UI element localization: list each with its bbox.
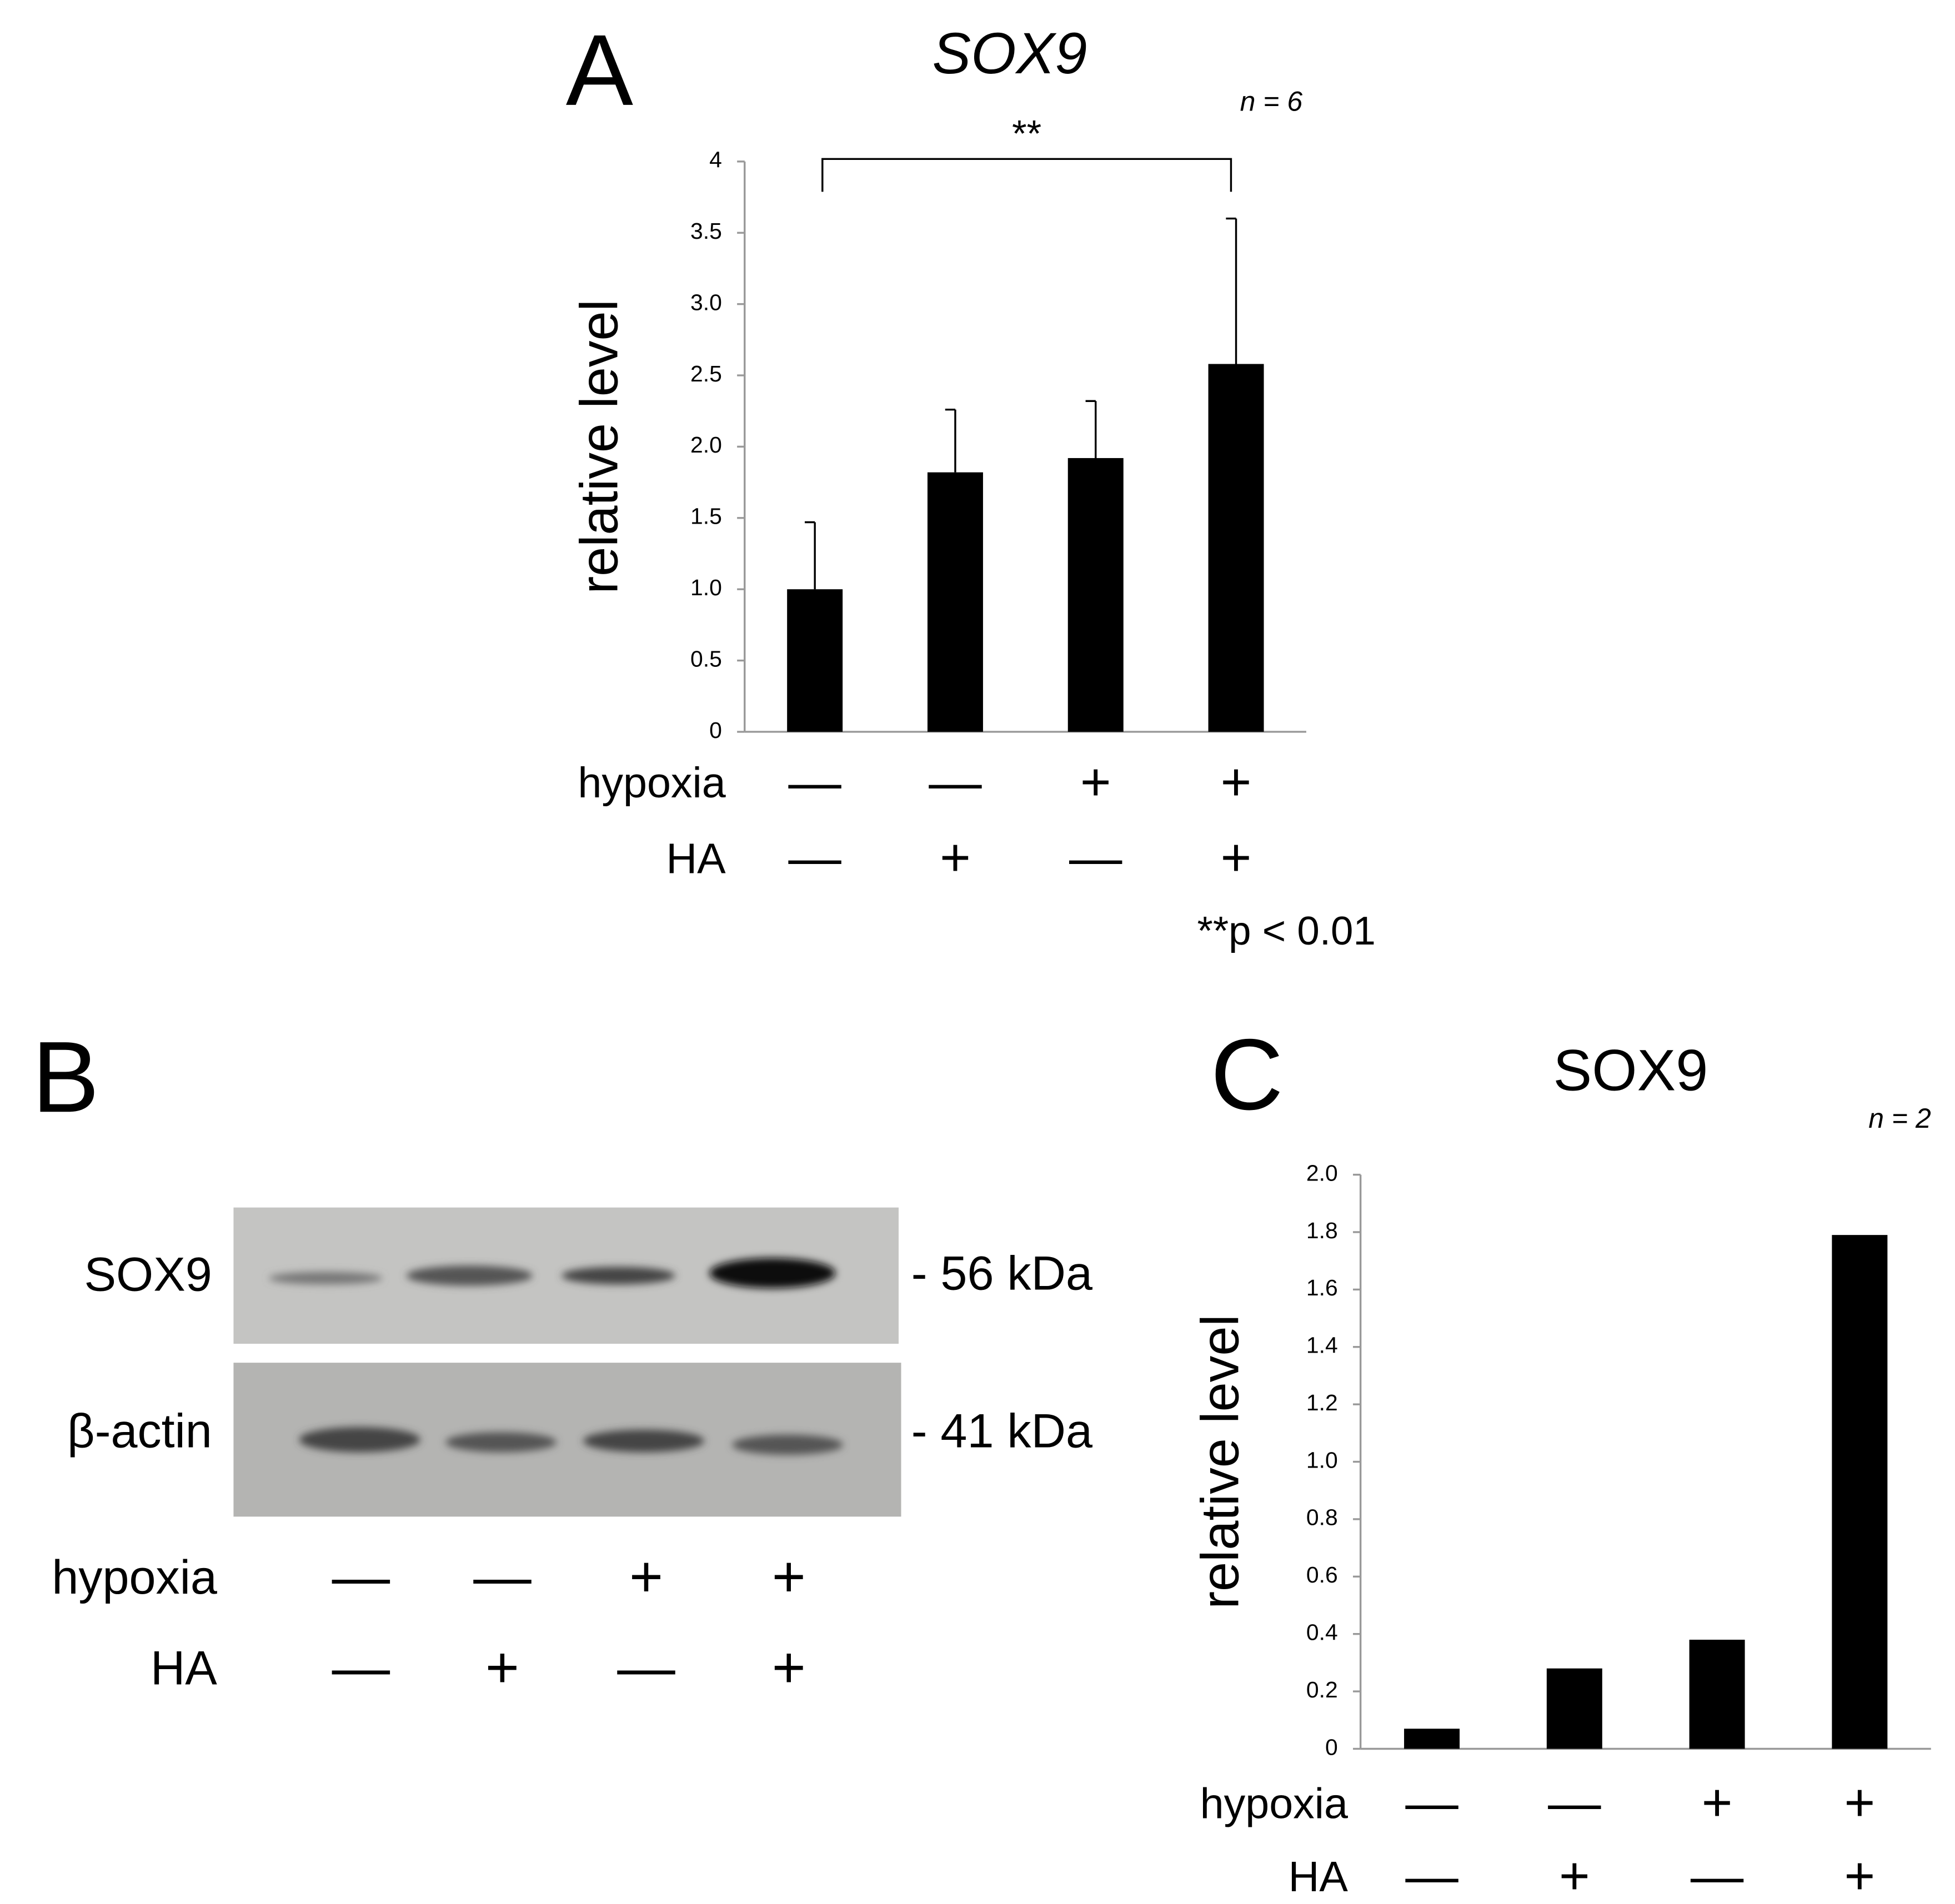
y-tick-label: 0.4 — [1306, 1620, 1338, 1645]
y-tick-label: 0.6 — [1306, 1562, 1338, 1587]
band — [732, 1434, 843, 1455]
y-tick-label: 0.8 — [1306, 1505, 1338, 1530]
condition-mark: — — [332, 1544, 390, 1609]
condition-label: hypoxia — [52, 1551, 218, 1604]
y-tick-label: 1.6 — [1306, 1275, 1338, 1300]
bar — [927, 472, 983, 732]
sample-size: n = 2 — [1868, 1103, 1931, 1134]
panel-label: C — [1211, 1018, 1284, 1131]
bar — [1689, 1640, 1745, 1749]
y-axis-label: relative level — [570, 299, 629, 594]
condition-mark: — — [788, 828, 841, 887]
band — [299, 1427, 420, 1453]
y-tick-label: 1.0 — [690, 575, 722, 600]
y-tick-label: 0 — [709, 717, 722, 743]
condition-mark: + — [1559, 1847, 1590, 1904]
chart-title: SOX9 — [1553, 1038, 1708, 1103]
y-tick-label: 0.5 — [690, 646, 722, 671]
blot-row-label: β-actin — [67, 1404, 212, 1458]
condition-mark: — — [1405, 1847, 1458, 1904]
condition-mark: — — [788, 753, 841, 812]
condition-label: HA — [666, 835, 726, 882]
bar — [1832, 1235, 1888, 1749]
blot-size-label: - 56 kDa — [911, 1247, 1093, 1300]
y-axis-label: relative level — [1191, 1314, 1250, 1609]
condition-label: HA — [1289, 1853, 1349, 1901]
y-tick-label: 1.5 — [690, 504, 722, 529]
y-tick-label: 1.2 — [1306, 1390, 1338, 1415]
y-tick-label: 1.4 — [1306, 1333, 1338, 1358]
significance-bracket — [821, 158, 1232, 192]
band — [445, 1432, 557, 1453]
condition-mark: — — [1405, 1774, 1458, 1832]
condition-mark: — — [617, 1635, 675, 1700]
condition-mark: + — [1844, 1774, 1876, 1832]
bar — [787, 589, 843, 732]
condition-mark: — — [473, 1544, 532, 1609]
condition-mark: — — [1691, 1847, 1744, 1904]
band — [406, 1265, 533, 1286]
bar — [1067, 458, 1124, 732]
significance-label: ** — [1012, 112, 1041, 154]
y-tick-label: 1.0 — [1306, 1447, 1338, 1473]
y-tick-label: 2.0 — [1306, 1160, 1338, 1185]
note: **p < 0.01 — [1197, 908, 1376, 953]
y-tick-label: 4 — [709, 147, 722, 173]
y-tick-label: 0.2 — [1306, 1677, 1338, 1702]
condition-mark: + — [1221, 828, 1252, 887]
condition-mark: + — [1221, 753, 1252, 812]
y-tick-label: 2.0 — [690, 432, 722, 458]
band — [709, 1258, 836, 1289]
condition-mark: — — [1069, 828, 1122, 887]
condition-mark: — — [332, 1635, 390, 1700]
blot-bands — [269, 1258, 843, 1455]
blot-size-label: - 41 kDa — [911, 1404, 1093, 1458]
bar — [1546, 1668, 1602, 1749]
y-tick-label: 0 — [1325, 1734, 1338, 1760]
bar — [1208, 364, 1264, 732]
band — [562, 1267, 675, 1285]
condition-mark: + — [485, 1635, 519, 1700]
condition-mark: + — [940, 828, 971, 887]
condition-label: HA — [151, 1642, 217, 1695]
condition-label: hypoxia — [578, 759, 725, 807]
chart-title: SOX9 — [933, 21, 1087, 86]
condition-mark: + — [772, 1544, 806, 1609]
y-tick-label: 1.8 — [1306, 1218, 1338, 1243]
condition-mark: + — [1080, 753, 1111, 812]
panel-label: B — [32, 1020, 99, 1133]
blot-row-label: SOX9 — [84, 1248, 212, 1302]
condition-mark: — — [929, 753, 982, 812]
y-tick-label: 3.0 — [690, 289, 722, 315]
condition-mark: + — [1702, 1774, 1733, 1832]
condition-mark: + — [772, 1635, 806, 1700]
band — [269, 1272, 383, 1285]
condition-mark: + — [1844, 1847, 1876, 1904]
panel-label: A — [566, 13, 633, 127]
sample-size: n = 6 — [1240, 86, 1303, 117]
condition-mark: + — [629, 1544, 663, 1609]
bar — [1404, 1729, 1460, 1749]
condition-mark: — — [1548, 1774, 1601, 1832]
y-tick-label: 3.5 — [690, 218, 722, 244]
y-tick-label: 2.5 — [690, 361, 722, 386]
condition-label: hypoxia — [1200, 1780, 1348, 1827]
band — [583, 1429, 705, 1453]
